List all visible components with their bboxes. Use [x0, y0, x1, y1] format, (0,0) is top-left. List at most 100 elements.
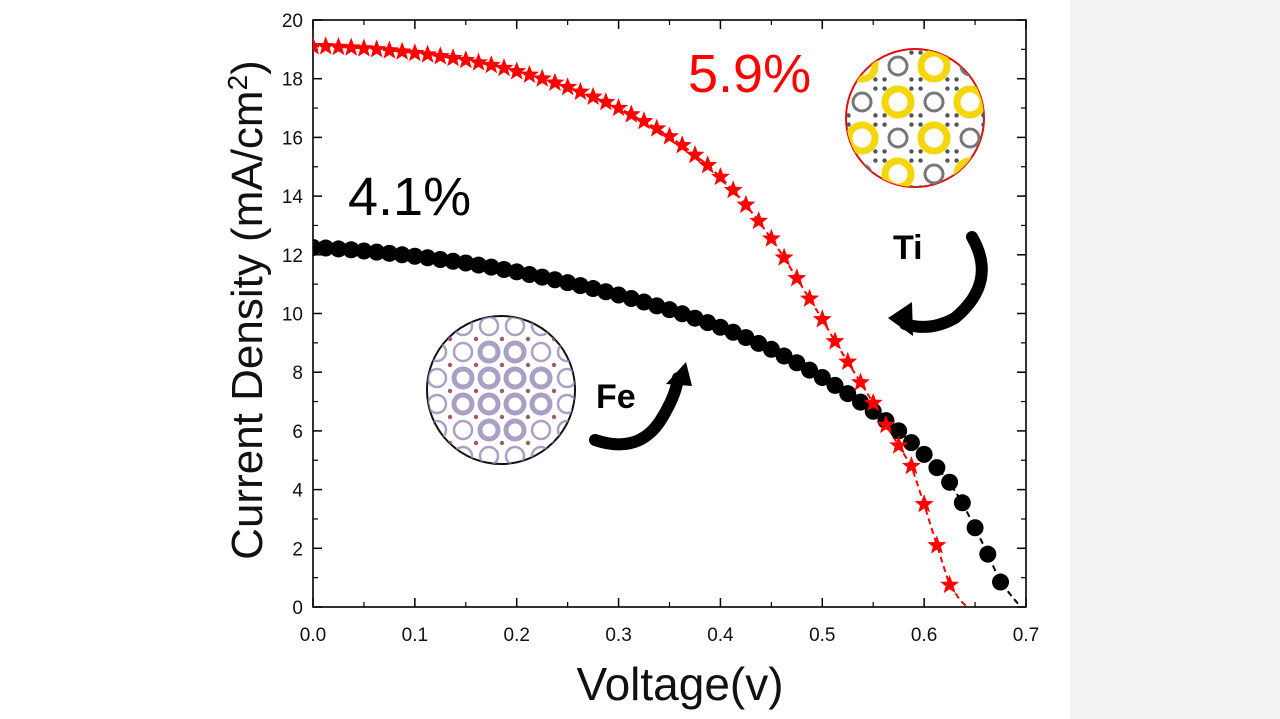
ti-atom — [882, 122, 887, 127]
data-point-circle — [801, 361, 819, 379]
data-point-star — [621, 104, 641, 123]
ti-atom — [846, 122, 851, 127]
data-point-circle — [457, 254, 475, 272]
data-point-star — [940, 575, 960, 594]
data-point-circle — [520, 265, 538, 283]
y-tick-label: 4 — [292, 481, 303, 502]
fe-atom-ring — [452, 419, 474, 441]
ti-atom — [873, 185, 878, 187]
ti-atom — [945, 77, 950, 82]
data-point-star — [430, 46, 450, 65]
fe-atom-ring — [427, 367, 448, 389]
fe-structure-inset — [426, 315, 582, 471]
data-point-star — [812, 309, 832, 328]
data-point-star — [379, 40, 399, 59]
data-point-star — [927, 535, 947, 554]
data-point-star — [519, 64, 539, 83]
fe-atom-ring — [503, 366, 527, 390]
ti-atom — [954, 86, 959, 91]
data-point-star — [698, 155, 718, 174]
ti-atom — [846, 86, 851, 91]
ti-atom-ring — [923, 91, 945, 113]
fe-atom-ring — [477, 392, 501, 416]
data-point-circle — [329, 240, 347, 258]
data-point-circle — [571, 277, 589, 295]
y-tick-label: 10 — [282, 305, 303, 326]
fe-atom — [578, 389, 582, 393]
ti-atom-ring — [917, 121, 951, 155]
data-point-circle — [597, 283, 615, 301]
data-point-circle — [775, 347, 793, 365]
y-axis-label-superscript: 2 — [222, 75, 253, 91]
efficiency-label-red: 5.9% — [688, 44, 811, 104]
ti-atom — [945, 113, 950, 118]
data-point-star — [647, 118, 667, 137]
y-tick-label: 0 — [292, 598, 303, 619]
ti-atom — [882, 50, 887, 55]
data-point-star — [329, 37, 348, 56]
ti-atom — [918, 122, 923, 127]
fe-atom — [578, 441, 582, 445]
ti-atom — [918, 158, 923, 163]
data-point-circle — [610, 286, 628, 304]
fe-atom-ring — [530, 341, 552, 363]
ti-atom — [882, 158, 887, 163]
fe-atom — [447, 388, 453, 394]
data-point-circle — [380, 244, 398, 262]
fe-atom — [499, 362, 505, 368]
ti-atom-ring — [953, 157, 984, 187]
ti-atom — [981, 149, 984, 154]
data-point-circle — [342, 241, 360, 259]
y-tick-label: 6 — [292, 422, 303, 443]
fe-atom — [525, 362, 531, 368]
x-tick-label: 0.5 — [809, 625, 835, 646]
fe-atom — [473, 414, 479, 420]
x-tick-label: 0.7 — [1013, 625, 1039, 646]
fe-atom-ring — [477, 366, 501, 390]
fe-atom — [473, 440, 479, 446]
ti-atom-ring — [959, 127, 981, 149]
fe-atom-ring — [478, 316, 500, 337]
ti-atom — [846, 77, 851, 82]
data-point-star — [736, 194, 756, 213]
fe-atom — [552, 467, 556, 471]
fe-atom-ring — [504, 445, 526, 464]
y-axis-label: Current Density (mA/cm2) — [222, 60, 273, 560]
fe-atom — [578, 363, 582, 367]
data-point-circle — [928, 459, 946, 477]
fe-atom — [525, 440, 531, 446]
data-point-circle — [622, 290, 640, 308]
ti-atom-ring — [959, 55, 981, 77]
x-tick-label: 0.1 — [402, 625, 428, 646]
ti-atom — [981, 50, 984, 55]
data-point-circle — [584, 280, 602, 298]
ti-atom — [873, 50, 878, 55]
data-point-star — [558, 77, 578, 96]
y-tick-label: 2 — [292, 539, 303, 560]
data-point-star — [443, 48, 463, 67]
data-point-star — [494, 58, 514, 77]
data-point-circle — [495, 260, 513, 278]
ti-atom — [954, 50, 959, 55]
fe-atom-ring — [477, 418, 501, 442]
y-axis: 0 2 4 6 8 10 12 14 16 18 20 — [282, 11, 1026, 619]
fe-atom — [473, 362, 479, 368]
data-point-star — [876, 415, 896, 434]
ti-atom — [909, 185, 914, 187]
ti-atom — [846, 185, 851, 187]
data-point-star — [710, 167, 730, 186]
data-point-star — [418, 44, 438, 63]
data-point-circle — [533, 268, 551, 286]
y-tick-label: 8 — [292, 363, 303, 384]
data-point-circle — [902, 434, 920, 452]
data-point-star — [341, 37, 361, 56]
y-axis-label-main: Current Density (mA/cm — [223, 90, 272, 559]
fe-atom — [473, 336, 479, 342]
ti-atom — [954, 122, 959, 127]
data-point-star — [532, 68, 552, 87]
data-point-circle — [724, 323, 742, 341]
data-point-circle — [750, 334, 768, 352]
series-red-stars — [313, 36, 960, 594]
fe-atom-ring — [427, 445, 448, 464]
